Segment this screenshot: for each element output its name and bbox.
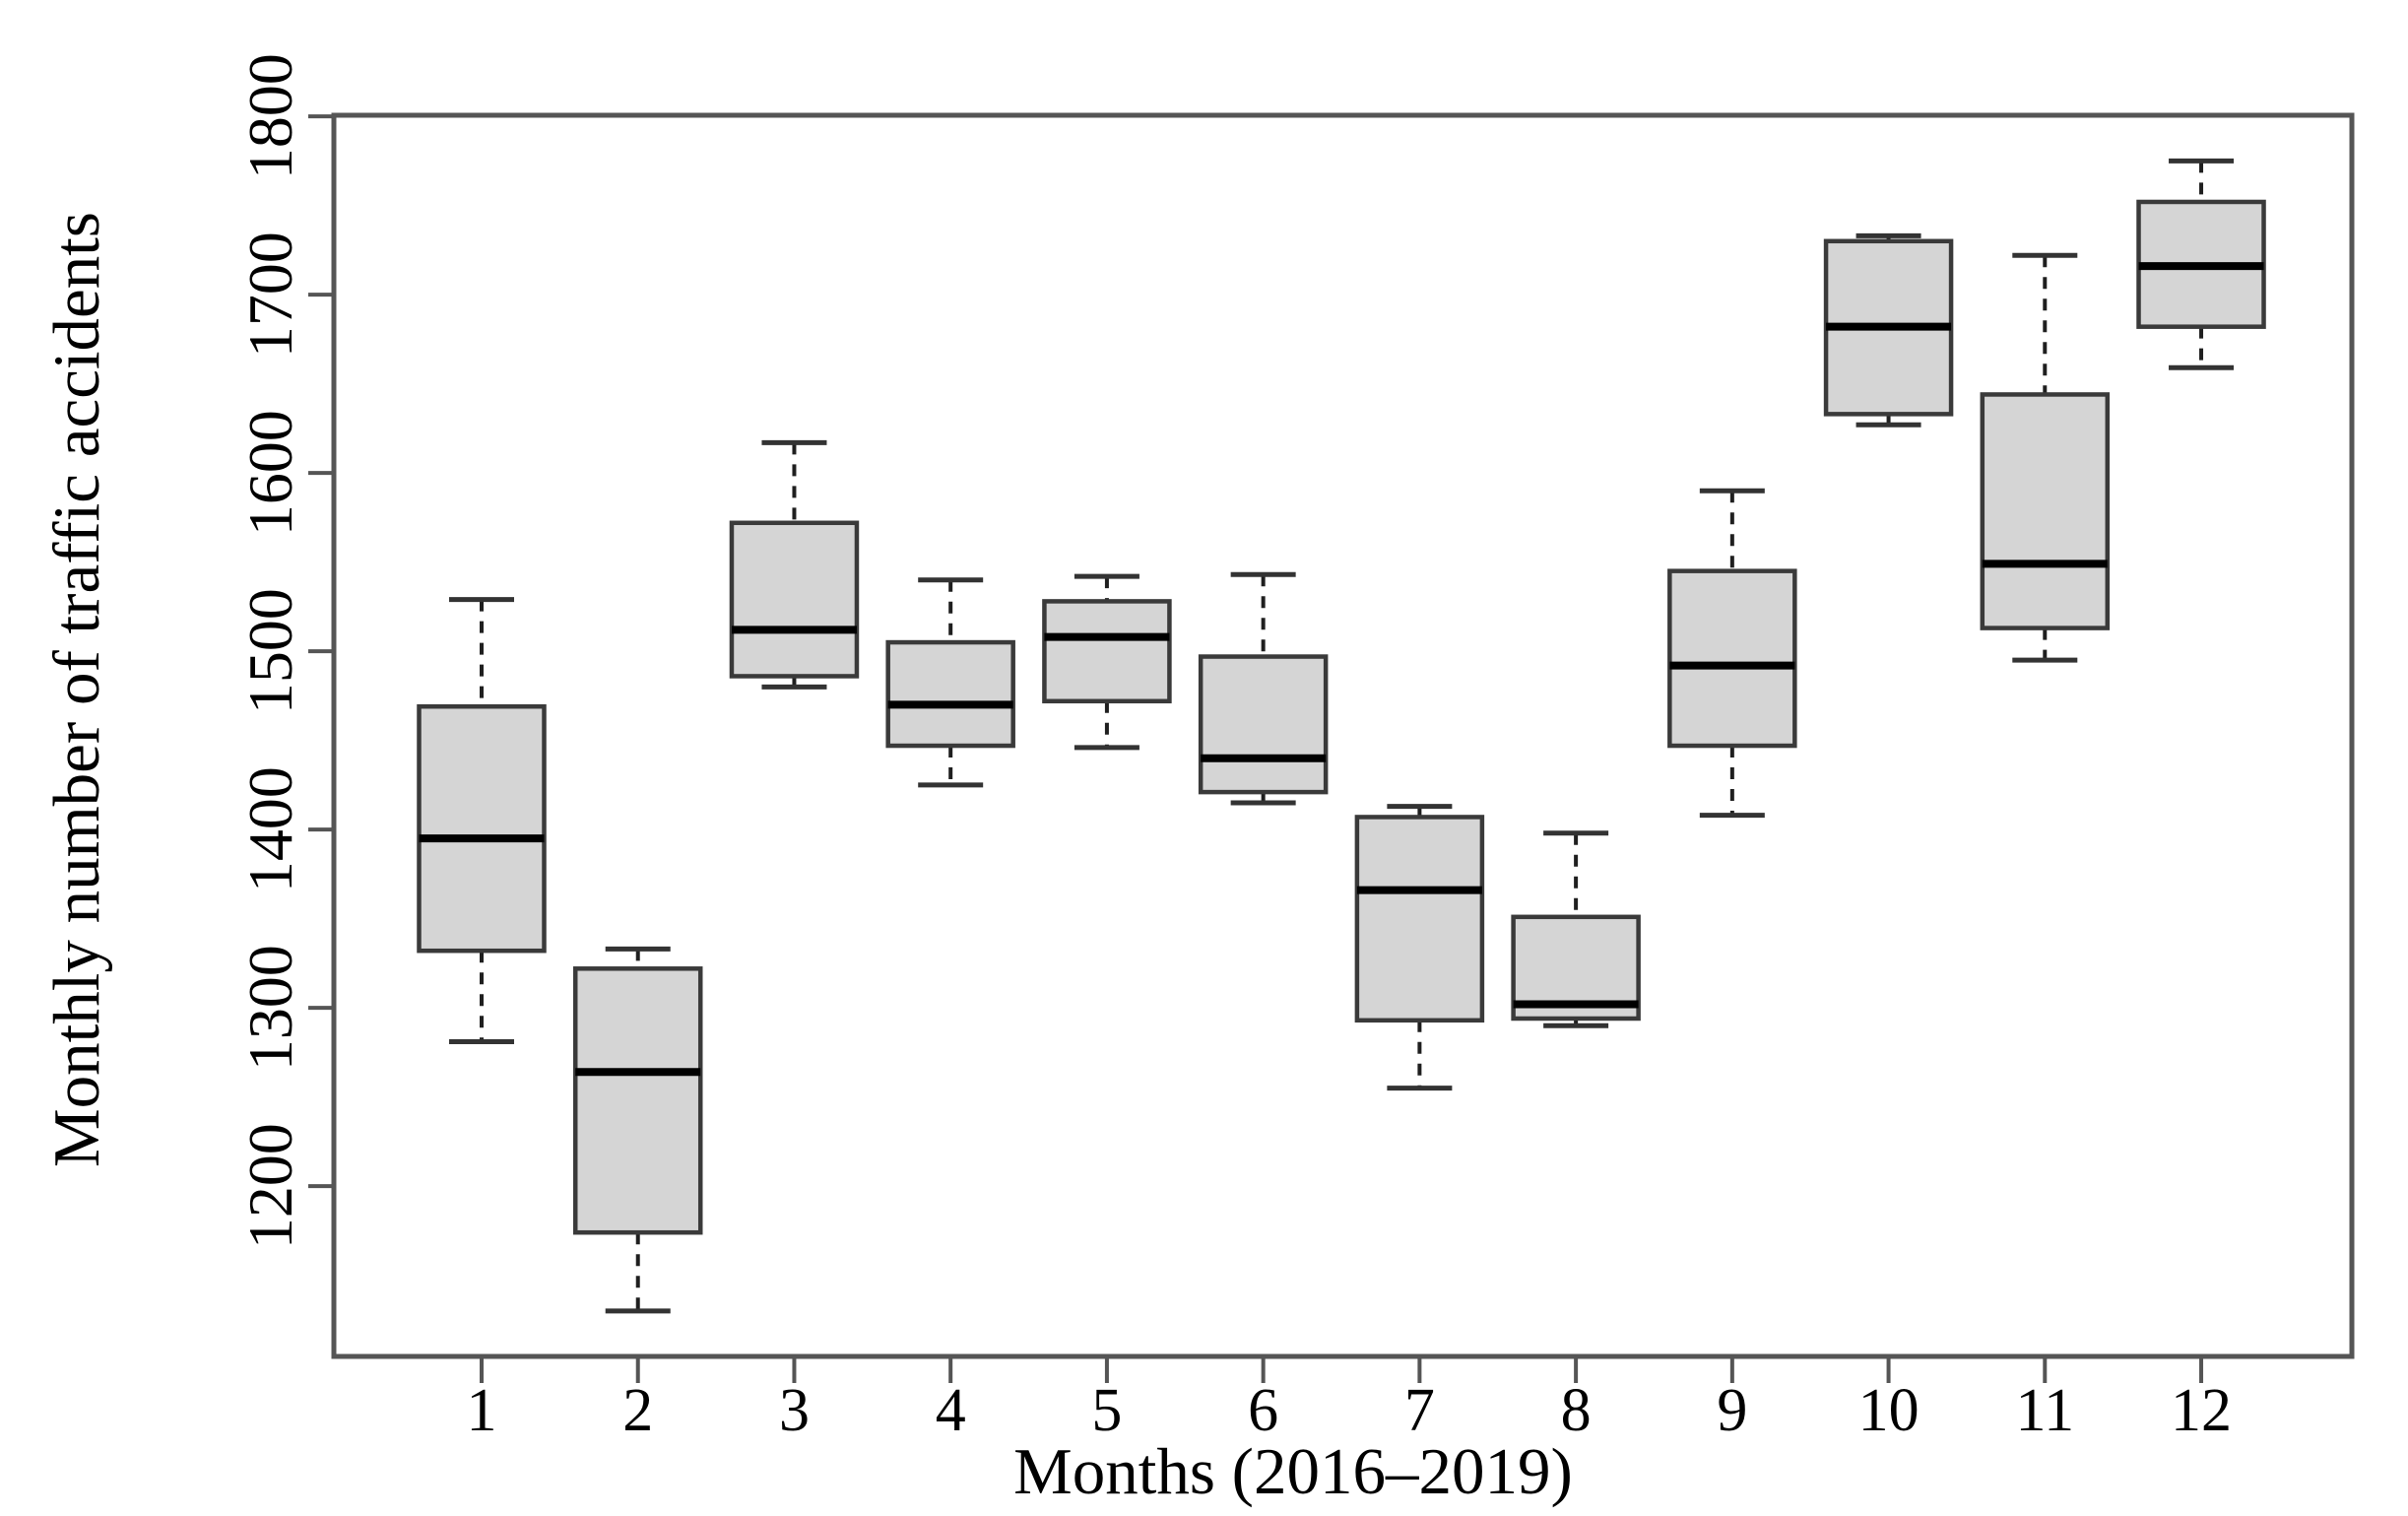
x-tick-label-9: 9: [1717, 1377, 1747, 1444]
plot-border: [331, 112, 2355, 1359]
box-month-11: [1980, 392, 2111, 630]
y-tick-label-1400: 1400: [235, 766, 305, 892]
x-tick-label-4: 4: [936, 1377, 966, 1444]
x-tick-label-5: 5: [1091, 1377, 1122, 1444]
box-month-4: [885, 639, 1015, 749]
box-month-3: [729, 520, 860, 679]
y-tick-label-1600: 1600: [235, 410, 305, 536]
y-axis-title: Monthly number of traffic accidents: [40, 212, 113, 1167]
box-month-2: [572, 966, 703, 1235]
y-tick-label-1500: 1500: [235, 588, 305, 714]
box-month-6: [1198, 654, 1329, 795]
x-tick-label-2: 2: [622, 1377, 653, 1444]
y-tick-label-1700: 1700: [235, 231, 305, 358]
x-axis-title: Months (2016–2019): [1013, 1435, 1573, 1508]
x-tick-label-10: 10: [1858, 1377, 1920, 1444]
x-tick-label-8: 8: [1561, 1377, 1592, 1444]
y-tick-label-1800: 1800: [235, 53, 305, 179]
box-month-9: [1667, 568, 1797, 749]
x-tick-label-7: 7: [1404, 1377, 1435, 1444]
x-tick-label-1: 1: [467, 1377, 497, 1444]
x-tick-label-6: 6: [1248, 1377, 1278, 1444]
x-tick-label-3: 3: [779, 1377, 810, 1444]
x-tick-label-12: 12: [2171, 1377, 2232, 1444]
y-tick-label-1300: 1300: [235, 945, 305, 1071]
box-month-5: [1042, 599, 1172, 704]
x-tick-label-11: 11: [2015, 1377, 2074, 1444]
y-tick-label-1200: 1200: [235, 1123, 305, 1249]
box-month-7: [1354, 815, 1485, 1023]
box-month-1: [417, 703, 547, 954]
